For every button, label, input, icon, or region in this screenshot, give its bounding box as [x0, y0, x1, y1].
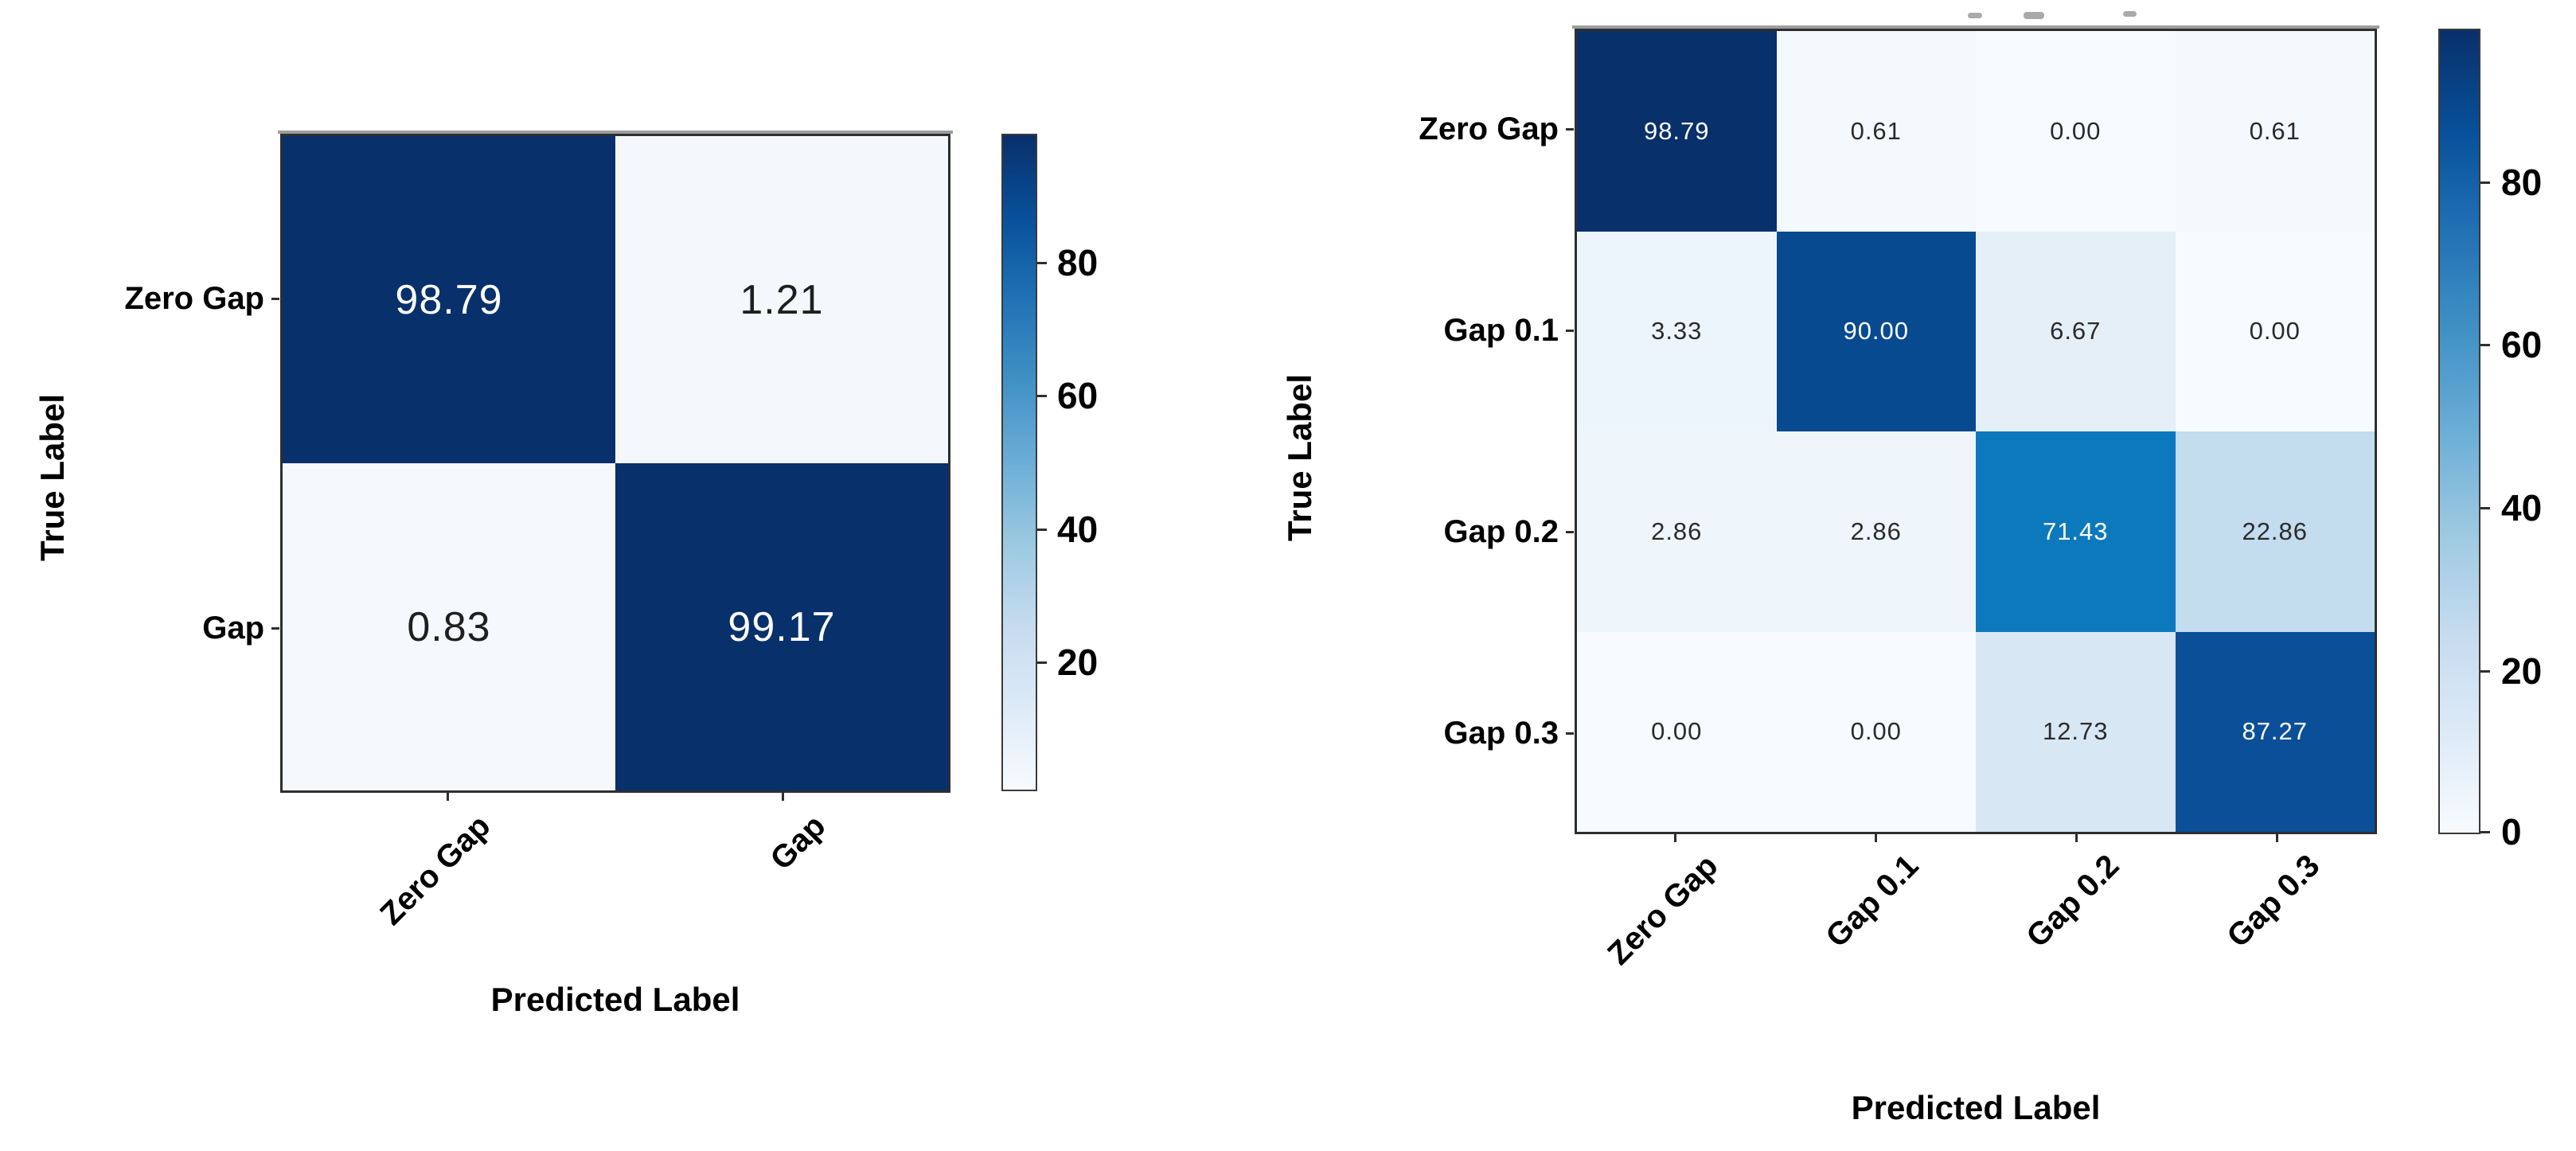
right-colorbar-tick	[2480, 507, 2490, 509]
heatmap-cell: 22.86	[2175, 431, 2375, 632]
heatmap-cell: 87.27	[2175, 631, 2375, 832]
right-row-label: Gap 0.3	[1443, 716, 1559, 751]
right-colorbar-tick-label: 40	[2501, 487, 2543, 529]
right-col-tick	[1875, 834, 1877, 842]
right-col-tick	[2075, 834, 2078, 842]
heatmap-cell: 6.67	[1976, 231, 2176, 431]
heatmap-cell: 2.86	[1577, 431, 1777, 632]
left-colorbar-tick-label: 20	[1057, 642, 1099, 683]
right-row-label: Gap 0.2	[1443, 514, 1559, 549]
left-heatmap: 98.79 1.21 0.83 99.17	[280, 134, 950, 793]
heatmap-cell: 0.61	[1776, 31, 1976, 232]
right-colorbar-tick-label: 80	[2501, 162, 2543, 203]
left-colorbar-tick	[1037, 262, 1047, 264]
right-row-tick	[1566, 128, 1574, 131]
right-row-tick	[1566, 732, 1574, 735]
heatmap-cell: 98.79	[1577, 31, 1777, 232]
left-colorbar-tick	[1037, 395, 1047, 397]
heatmap-cell: 0.00	[2175, 231, 2375, 431]
left-colorbar-tick-label: 80	[1057, 242, 1099, 283]
right-row-tick	[1566, 330, 1574, 332]
right-colorbar	[2438, 29, 2480, 834]
right-colorbar-tick	[2480, 344, 2490, 346]
left-col-tick	[782, 793, 784, 801]
cropped-title-artifact	[2123, 11, 2137, 17]
right-heatmap: 98.79 0.61 0.00 0.61 3.33 90.00 6.67 0.0…	[1575, 29, 2377, 834]
right-matrix-top-shade	[1572, 25, 2379, 29]
left-colorbar-tick	[1037, 529, 1047, 531]
left-x-tick-label: Zero Gap	[373, 808, 498, 932]
heatmap-cell: 0.00	[1577, 631, 1777, 832]
right-col-tick	[1674, 834, 1676, 842]
heatmap-cell: 71.43	[1976, 431, 2176, 632]
left-matrix-top-shade	[278, 131, 953, 134]
cropped-title-artifact	[2024, 12, 2044, 19]
right-col-tick	[2276, 834, 2278, 842]
heatmap-cell: 0.83	[283, 463, 615, 790]
heatmap-cell: 90.00	[1776, 231, 1976, 431]
left-row-label: Gap	[202, 611, 264, 646]
heatmap-cell: 99.17	[615, 463, 948, 790]
right-colorbar-tick	[2480, 670, 2490, 673]
heatmap-cell: 3.33	[1577, 231, 1777, 431]
left-colorbar-tick-label: 40	[1057, 509, 1099, 550]
right-colorbar-tick-label: 60	[2501, 324, 2543, 365]
left-row-tick	[271, 298, 279, 300]
heatmap-cell: 1.21	[615, 136, 948, 463]
left-colorbar-tick-label: 60	[1057, 375, 1099, 416]
heatmap-cell: 98.79	[283, 136, 615, 463]
right-x-axis-label: Predicted Label	[1851, 1089, 2101, 1126]
left-row-label: Zero Gap	[124, 281, 264, 316]
heatmap-cell: 0.00	[1976, 31, 2176, 232]
left-y-axis-label: True Label	[33, 393, 71, 562]
left-x-tick-label: Gap	[763, 808, 833, 877]
right-colorbar-tick-label: 0	[2501, 811, 2522, 853]
left-colorbar	[1001, 134, 1037, 791]
left-col-tick	[447, 793, 449, 801]
right-colorbar-tick	[2480, 181, 2490, 184]
right-row-label: Gap 0.1	[1443, 313, 1559, 348]
left-row-tick	[271, 627, 279, 630]
left-x-axis-label: Predicted Label	[490, 981, 740, 1018]
left-colorbar-tick	[1037, 661, 1047, 664]
heatmap-cell: 0.00	[1776, 631, 1976, 832]
right-colorbar-tick	[2480, 831, 2490, 833]
cropped-title-artifact	[1968, 13, 1982, 18]
right-row-tick	[1566, 531, 1574, 533]
heatmap-cell: 0.61	[2175, 31, 2375, 232]
right-row-label: Zero Gap	[1419, 111, 1559, 146]
heatmap-cell: 12.73	[1976, 631, 2176, 832]
heatmap-cell: 2.86	[1776, 431, 1976, 632]
right-colorbar-tick-label: 20	[2501, 650, 2543, 692]
